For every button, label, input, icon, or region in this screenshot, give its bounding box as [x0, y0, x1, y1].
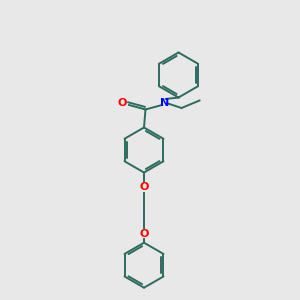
Text: O: O — [139, 182, 149, 193]
Text: O: O — [139, 229, 149, 239]
Text: O: O — [118, 98, 127, 109]
Text: N: N — [160, 98, 169, 109]
